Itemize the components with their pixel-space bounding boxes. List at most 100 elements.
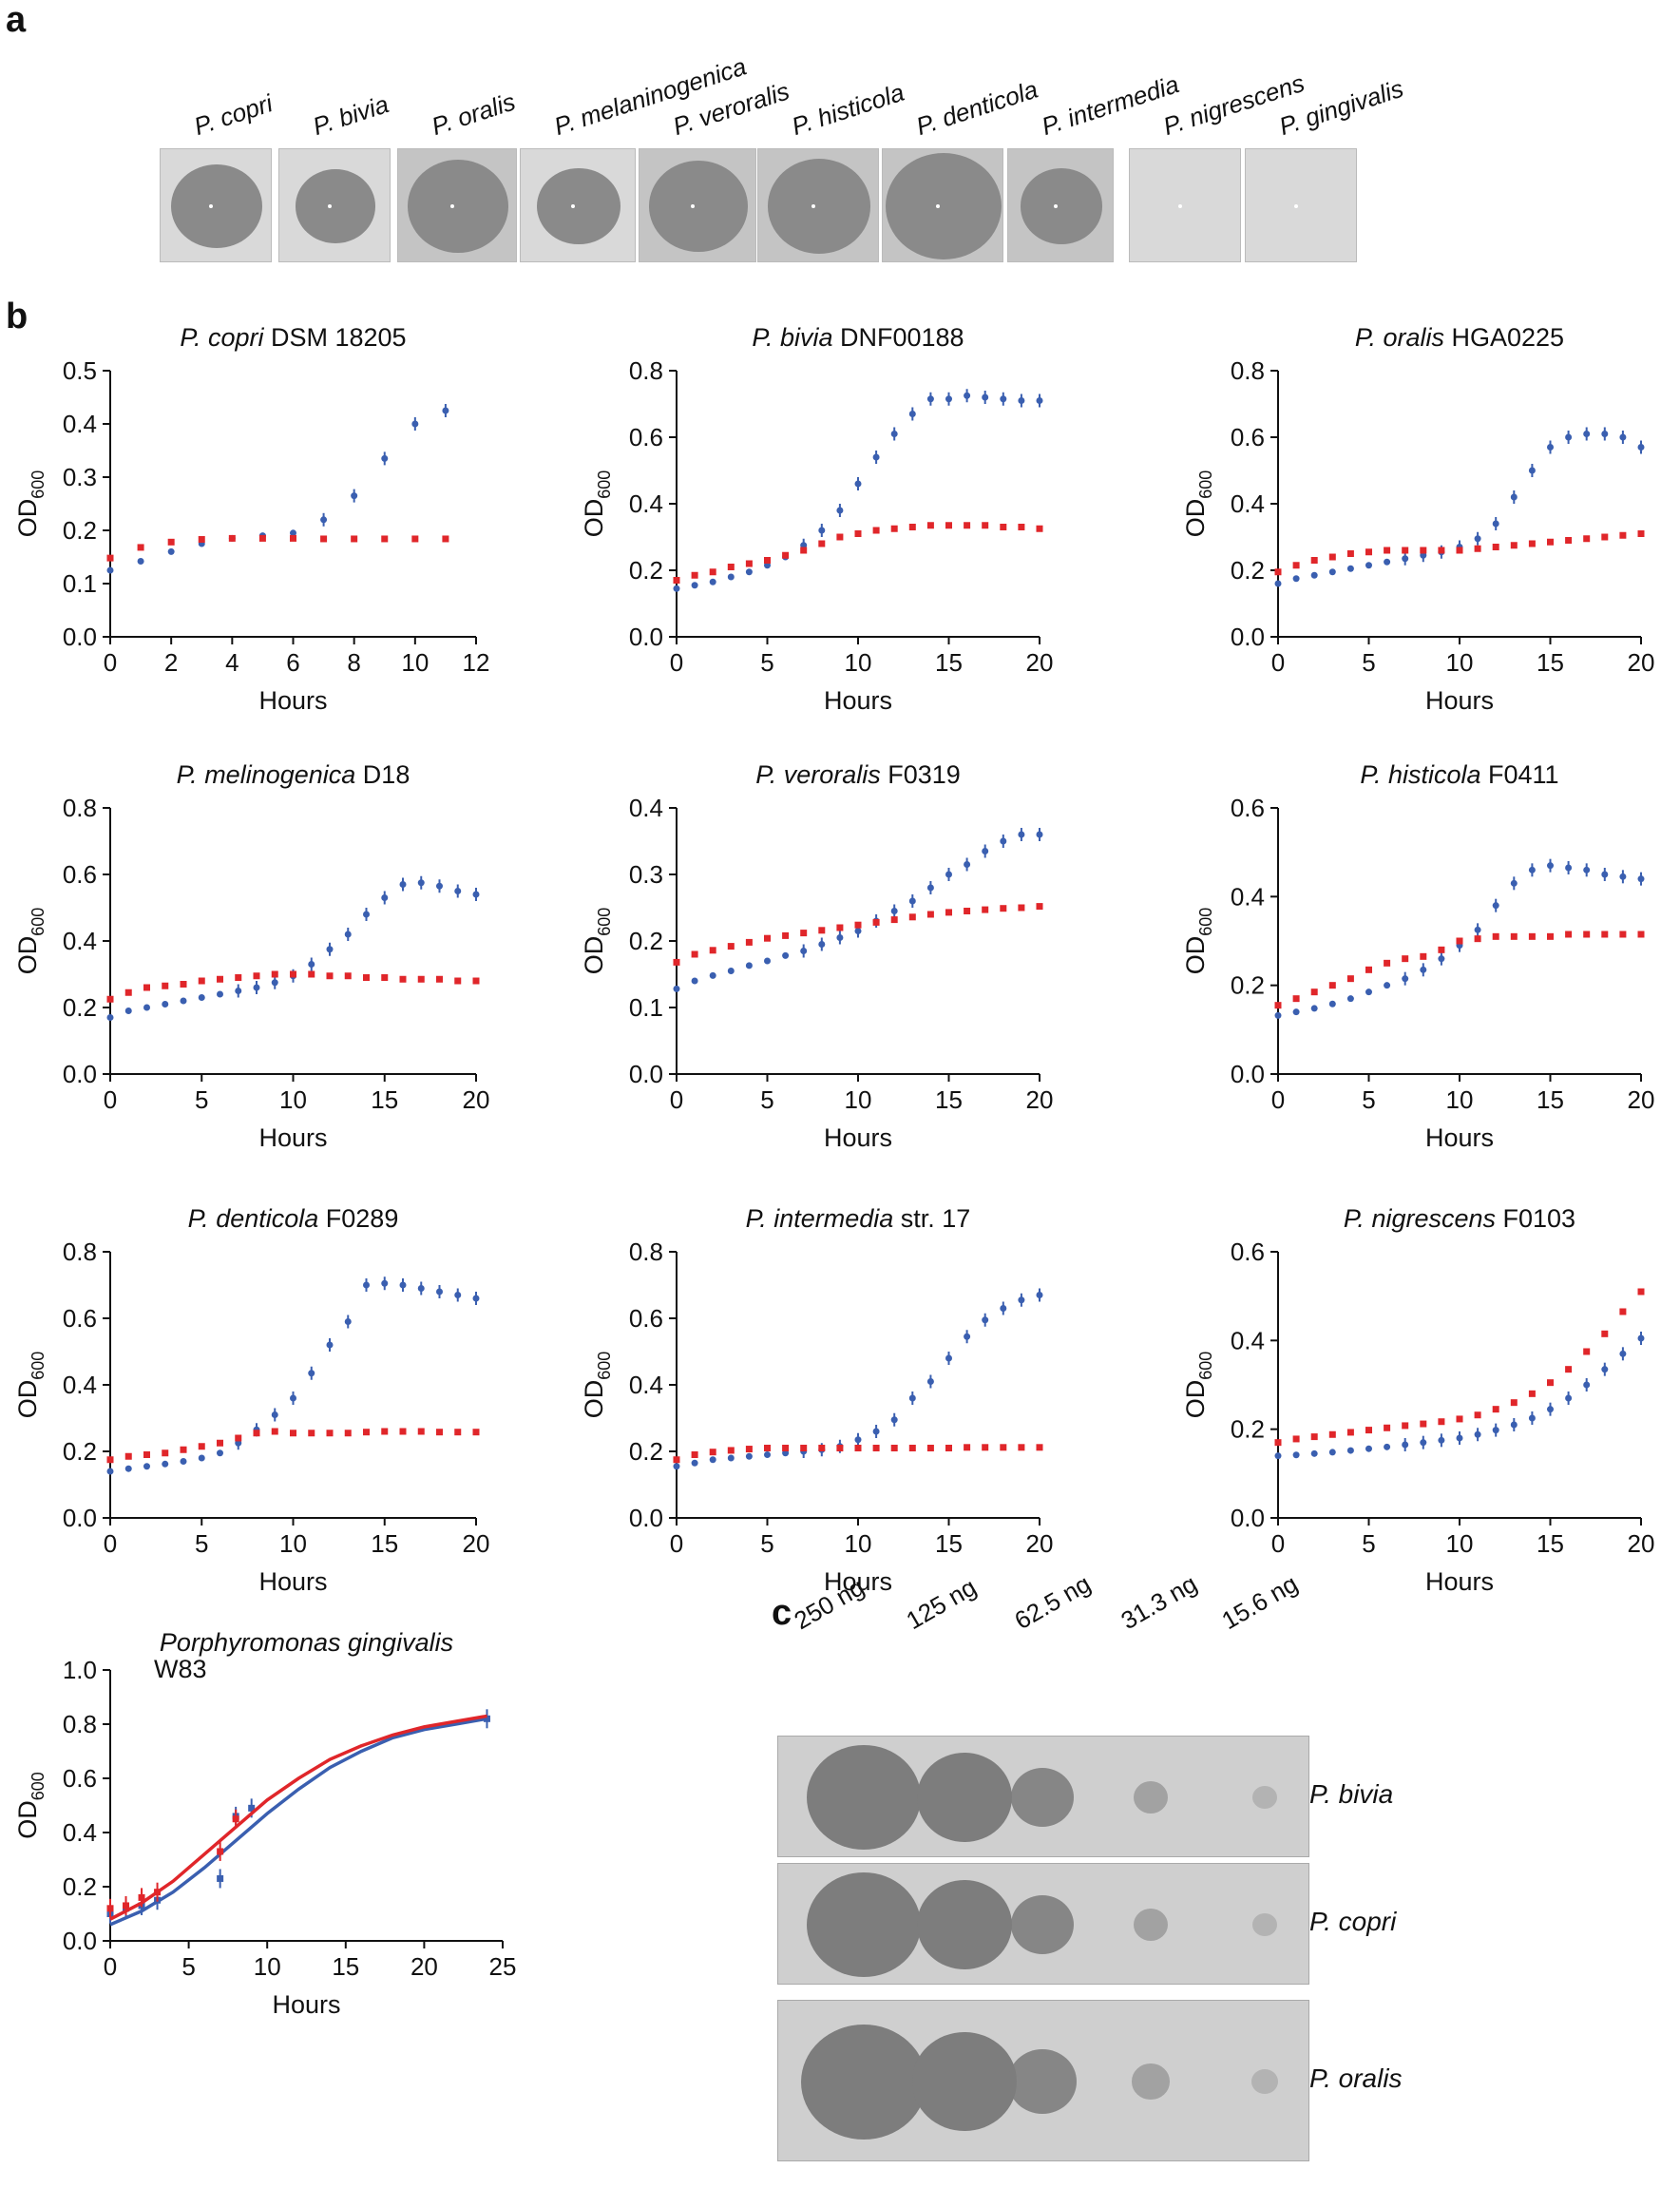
data-point-red xyxy=(1274,1002,1282,1009)
hemolysis-zone xyxy=(768,159,870,254)
y-tick-label: 0.3 xyxy=(63,463,97,491)
data-point-blue xyxy=(1384,982,1391,989)
growth-chart: 0 5 10 15 20 0.0 0.2 0.4 0.6 0.8 Hours OD600 P. meli… xyxy=(13,760,489,1152)
data-point-blue xyxy=(217,1449,223,1457)
data-point-red xyxy=(1601,1330,1609,1337)
data-point-blue xyxy=(248,1804,256,1812)
data-point-blue xyxy=(1292,1008,1300,1016)
y-tick-label: 0.2 xyxy=(63,1437,97,1466)
x-tick-label: 0 xyxy=(1271,1085,1285,1114)
data-point-red xyxy=(818,1445,826,1451)
data-point-blue xyxy=(1384,558,1391,566)
x-tick-label: 10 xyxy=(279,1529,307,1558)
data-point-blue xyxy=(1274,1011,1282,1019)
data-point-red xyxy=(198,977,205,985)
data-point-red xyxy=(1018,524,1025,530)
data-point-red xyxy=(1438,946,1445,953)
data-point-blue xyxy=(1328,568,1336,576)
x-tick-label: 5 xyxy=(1362,1529,1375,1558)
y-tick-label: 0.4 xyxy=(629,794,663,822)
data-point-red xyxy=(1619,531,1627,539)
data-point-red xyxy=(964,1444,971,1451)
data-point-red xyxy=(106,554,114,562)
x-tick-label: 20 xyxy=(463,1529,490,1558)
data-point-red xyxy=(271,1428,278,1435)
chart-title-line2: W83 xyxy=(154,1655,207,1683)
y-tick-label: 0.8 xyxy=(629,1238,663,1266)
data-point-red xyxy=(1346,1429,1354,1436)
growth-chart: 0 2 4 6 8 10 12 0.0 0.1 0.2 0.3 0.4 0.5 Hours OD600 P. … xyxy=(13,323,489,715)
data-point-red xyxy=(1384,547,1391,554)
data-point-blue xyxy=(745,1452,753,1460)
data-point-red xyxy=(290,1430,296,1437)
data-point-red xyxy=(764,934,771,942)
data-point-red xyxy=(745,938,753,946)
data-point-red xyxy=(1328,553,1336,561)
y-tick-label: 0.0 xyxy=(1231,1060,1265,1088)
data-point-red xyxy=(727,564,735,570)
data-point-blue xyxy=(1310,1449,1318,1457)
plate-image xyxy=(520,148,636,262)
data-point-red xyxy=(709,947,716,954)
data-point-blue xyxy=(167,547,175,555)
data-point-red xyxy=(253,972,260,980)
plate-image xyxy=(397,148,517,262)
x-axis-label: Hours xyxy=(272,1990,340,2019)
data-point-blue xyxy=(1346,995,1354,1003)
y-tick-label: 0.2 xyxy=(1231,1415,1265,1444)
data-point-blue xyxy=(137,557,144,565)
colony-spot xyxy=(811,204,815,208)
data-point-red xyxy=(308,1430,315,1437)
data-point-red xyxy=(1365,1427,1372,1434)
data-point-red xyxy=(180,981,187,988)
y-tick-label: 0.3 xyxy=(629,860,663,889)
lysis-zone xyxy=(1134,1781,1168,1814)
data-point-red xyxy=(1619,1308,1627,1315)
data-point-red xyxy=(1438,1418,1445,1426)
y-tick-label: 0.6 xyxy=(629,423,663,451)
data-point-red xyxy=(363,974,370,981)
data-point-red xyxy=(836,924,844,931)
data-point-red xyxy=(138,1893,145,1901)
x-tick-label: 8 xyxy=(347,648,360,677)
data-point-red xyxy=(926,911,934,918)
data-point-red xyxy=(1619,931,1627,938)
data-point-red xyxy=(1346,550,1354,557)
data-point-red xyxy=(162,1449,169,1457)
y-axis-label: OD600 xyxy=(1181,470,1215,538)
x-tick-label: 20 xyxy=(1628,1529,1655,1558)
y-tick-label: 0.2 xyxy=(63,516,97,545)
x-tick-label: 10 xyxy=(1446,648,1474,677)
species-label: P. intermedia xyxy=(1038,69,1183,142)
data-point-red xyxy=(1456,1415,1463,1423)
chart-title: P. bivia DNF00188 xyxy=(752,323,964,352)
panel-c-dilution-plates: 250 ng 125 ng 62.5 ng 31.3 ng 15.6 ng P. bivi… xyxy=(777,1569,1403,2186)
data-point-red xyxy=(1601,931,1609,938)
plate-image xyxy=(639,148,756,262)
growth-chart: 0 5 10 15 20 0.0 0.2 0.4 0.6 Hours OD600 P. nigresc… xyxy=(1181,1204,1655,1596)
data-point-red xyxy=(691,1451,698,1458)
data-point-blue xyxy=(106,1468,114,1475)
data-point-blue xyxy=(162,1460,169,1468)
data-point-red xyxy=(198,1443,205,1450)
y-tick-label: 0.6 xyxy=(629,1304,663,1333)
data-point-blue xyxy=(106,566,114,574)
lysis-zone xyxy=(1250,2068,1279,2095)
data-point-red xyxy=(1310,557,1318,564)
x-tick-label: 20 xyxy=(1026,1085,1054,1114)
data-point-red xyxy=(344,1430,352,1437)
x-tick-label: 5 xyxy=(181,1952,195,1981)
data-point-red xyxy=(800,547,808,554)
data-point-red xyxy=(472,977,480,985)
dilution-plate-strip xyxy=(777,1736,1309,1857)
data-point-red xyxy=(154,1889,162,1896)
x-tick-label: 20 xyxy=(1628,1085,1655,1114)
x-tick-label: 0 xyxy=(670,648,683,677)
data-point-red xyxy=(436,1429,443,1436)
x-tick-label: 20 xyxy=(1026,1529,1054,1558)
lysis-zone xyxy=(801,2024,926,2140)
data-point-red xyxy=(1637,530,1645,537)
strain-label: P. copri xyxy=(1309,1907,1397,1936)
data-point-red xyxy=(320,535,328,543)
x-axis-label: Hours xyxy=(258,1123,327,1152)
